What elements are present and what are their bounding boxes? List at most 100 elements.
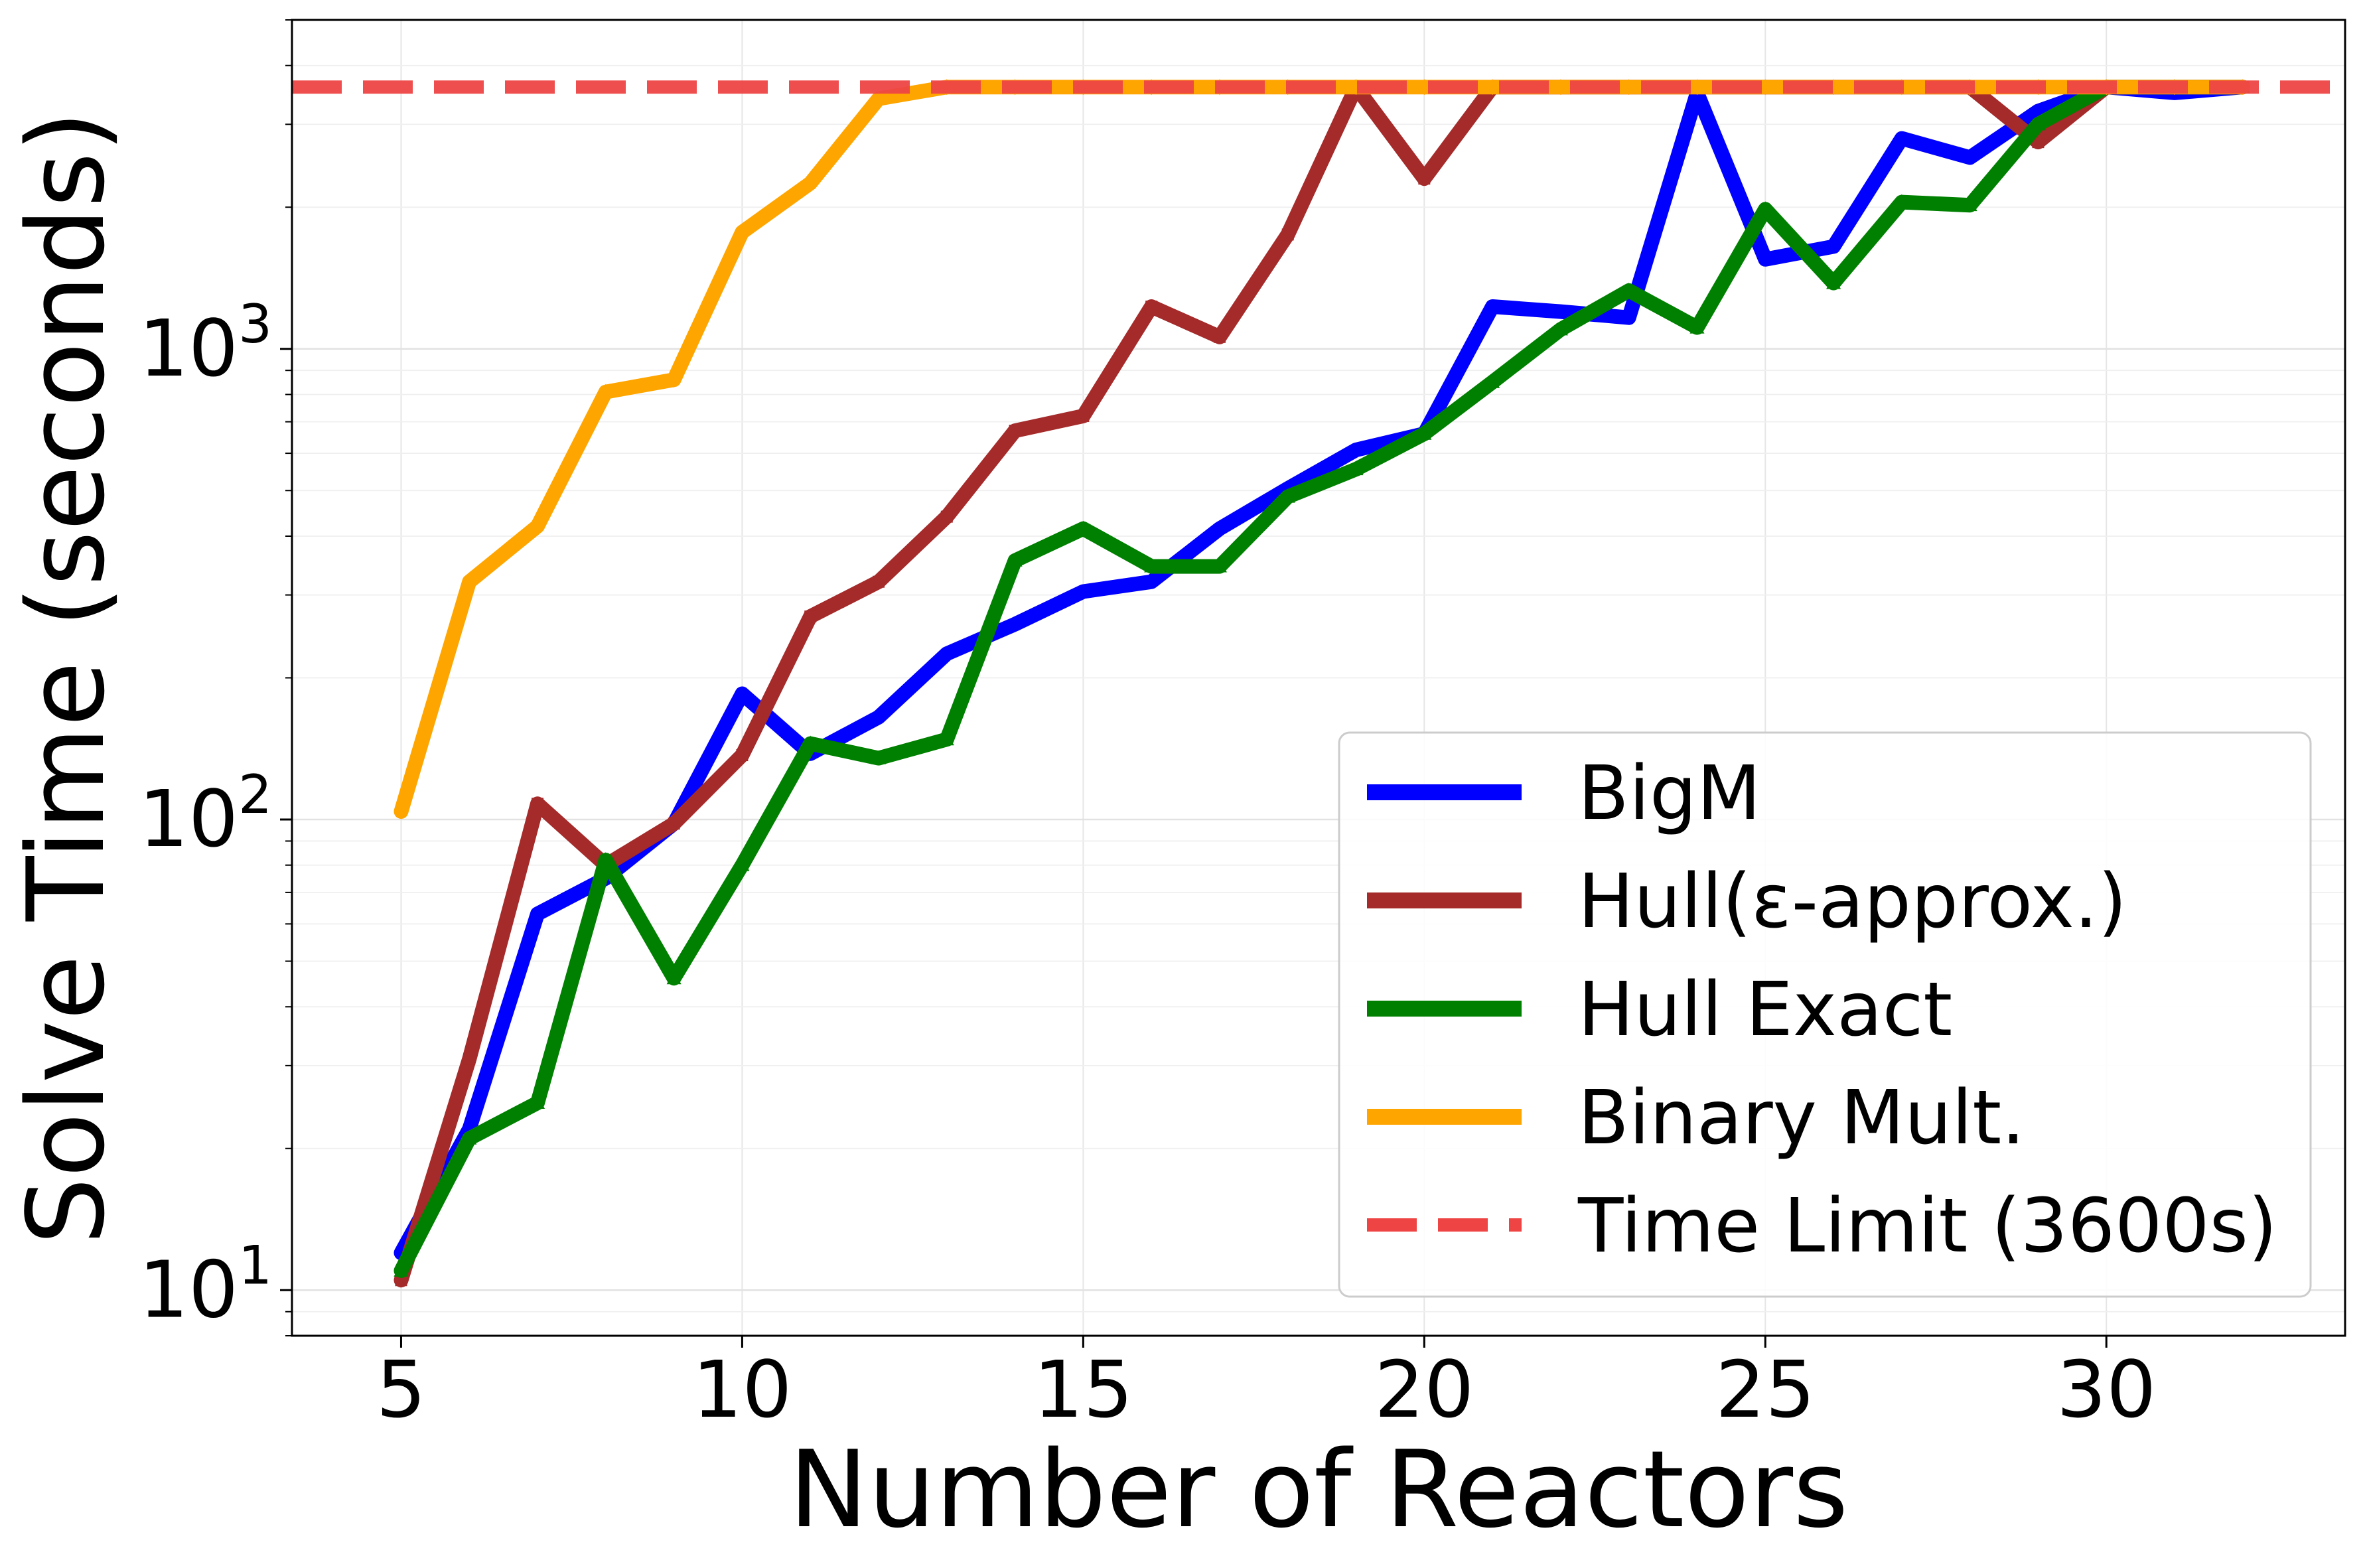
plot-area: [292, 79, 2345, 1288]
data-point: [1076, 520, 1091, 535]
data-point: [1485, 374, 1500, 388]
data-point: [1144, 558, 1159, 573]
data-point: [736, 687, 749, 700]
data-point: [394, 1262, 409, 1277]
data-point: [1077, 409, 1090, 422]
data-point: [1759, 79, 1772, 96]
data-point: [1009, 425, 1021, 437]
data-point: [736, 224, 749, 240]
data-point: [873, 90, 885, 107]
series-line: [394, 80, 2250, 1278]
data-point: [1212, 558, 1227, 573]
y-tick-label: 102: [139, 764, 272, 865]
data-point: [1622, 79, 1635, 96]
data-point: [1622, 311, 1635, 324]
legend-marker: [1438, 1109, 1450, 1125]
data-point: [395, 803, 407, 820]
y-tick-base: 10: [139, 773, 238, 865]
legend-box: [1338, 731, 2312, 1298]
data-point: [1758, 201, 1773, 216]
legend-item: Hull Exact: [1367, 967, 1952, 1053]
data-point: [940, 648, 953, 660]
data-point: [532, 798, 544, 810]
data-point: [873, 575, 885, 588]
data-point: [1281, 228, 1294, 241]
data-point: [668, 372, 680, 388]
data-point: [1964, 151, 1976, 164]
data-point: [1486, 79, 1499, 96]
y-axis-label: Solve Time (seconds): [4, 111, 128, 1245]
y-tick-exponent: 3: [238, 293, 272, 355]
y-tick-exponent: 2: [238, 764, 272, 825]
data-point: [1213, 330, 1226, 343]
legend-item: BigM: [1367, 750, 1761, 837]
x-tick-label: 30: [2056, 1344, 2156, 1435]
legend-marker: [1438, 786, 1450, 798]
data-point: [1486, 300, 1499, 313]
legend-label: Hull Exact: [1578, 967, 1952, 1053]
data-point: [736, 749, 749, 762]
data-point: [598, 852, 613, 867]
series-line: [394, 80, 2250, 1261]
data-point: [1009, 618, 1021, 630]
x-tick-label: 10: [692, 1344, 792, 1435]
legend-label: Time Limit (3600s): [1577, 1183, 2277, 1269]
data-point: [462, 1130, 477, 1145]
data-point: [1689, 319, 1705, 334]
x-axis-label: Number of Reactors: [789, 1427, 1849, 1551]
legend-label: Hull(ε-approx.): [1578, 859, 2127, 945]
data-point: [873, 711, 885, 723]
data-point: [1418, 173, 1431, 185]
data-point: [1621, 282, 1636, 297]
data-point: [1759, 253, 1772, 265]
data-point: [666, 970, 681, 985]
data-point: [532, 518, 544, 534]
data-point: [1554, 79, 1567, 96]
legend: BigM Hull(ε-approx.) Hull Exact Binary Mult…: [1338, 731, 2312, 1298]
legend-label: Binary Mult.: [1578, 1075, 2025, 1161]
data-point: [735, 857, 750, 871]
y-tick-exponent: 1: [238, 1234, 272, 1296]
data-point: [599, 384, 612, 400]
data-point: [1691, 79, 1703, 96]
data-point: [1280, 488, 1295, 503]
data-point: [1077, 585, 1090, 598]
data-point: [803, 735, 818, 750]
data-point: [939, 731, 954, 746]
y-tick-base: 10: [139, 1244, 238, 1335]
data-point: [1417, 425, 1432, 440]
series-hull-exact: [394, 79, 2250, 1278]
x-tick-label: 15: [1033, 1344, 1133, 1435]
data-point: [668, 818, 680, 830]
data-point: [1894, 194, 1909, 208]
data-point: [530, 1095, 545, 1109]
legend-marker: [1437, 1001, 1451, 1015]
data-point: [804, 175, 817, 191]
data-point: [1145, 300, 1158, 313]
x-tick-label: 25: [1715, 1344, 1815, 1435]
data-point: [1826, 275, 1841, 289]
legend-item: Hull(ε-approx.): [1367, 859, 2127, 945]
x-tick-label: 20: [1374, 1344, 1474, 1435]
data-point: [2032, 105, 2044, 117]
data-point: [1827, 240, 1840, 253]
data-point: [1213, 522, 1226, 535]
legend-marker: [1438, 894, 1450, 906]
data-point: [804, 610, 817, 623]
y-tick-label: 103: [139, 293, 272, 394]
data-point: [1348, 461, 1364, 476]
y-tick-base: 10: [139, 303, 238, 394]
x-tick-label: 5: [376, 1344, 426, 1435]
legend-label: BigM: [1578, 750, 1761, 837]
legend-item: Time Limit (3600s): [1367, 1183, 2277, 1269]
y-tick-label: 101: [139, 1234, 272, 1335]
data-point: [1554, 305, 1567, 318]
data-point: [2031, 116, 2046, 131]
data-point: [1007, 552, 1023, 567]
data-point: [463, 1052, 476, 1065]
data-point: [1418, 79, 1431, 96]
data-point: [1895, 132, 1908, 145]
data-point: [463, 573, 476, 590]
